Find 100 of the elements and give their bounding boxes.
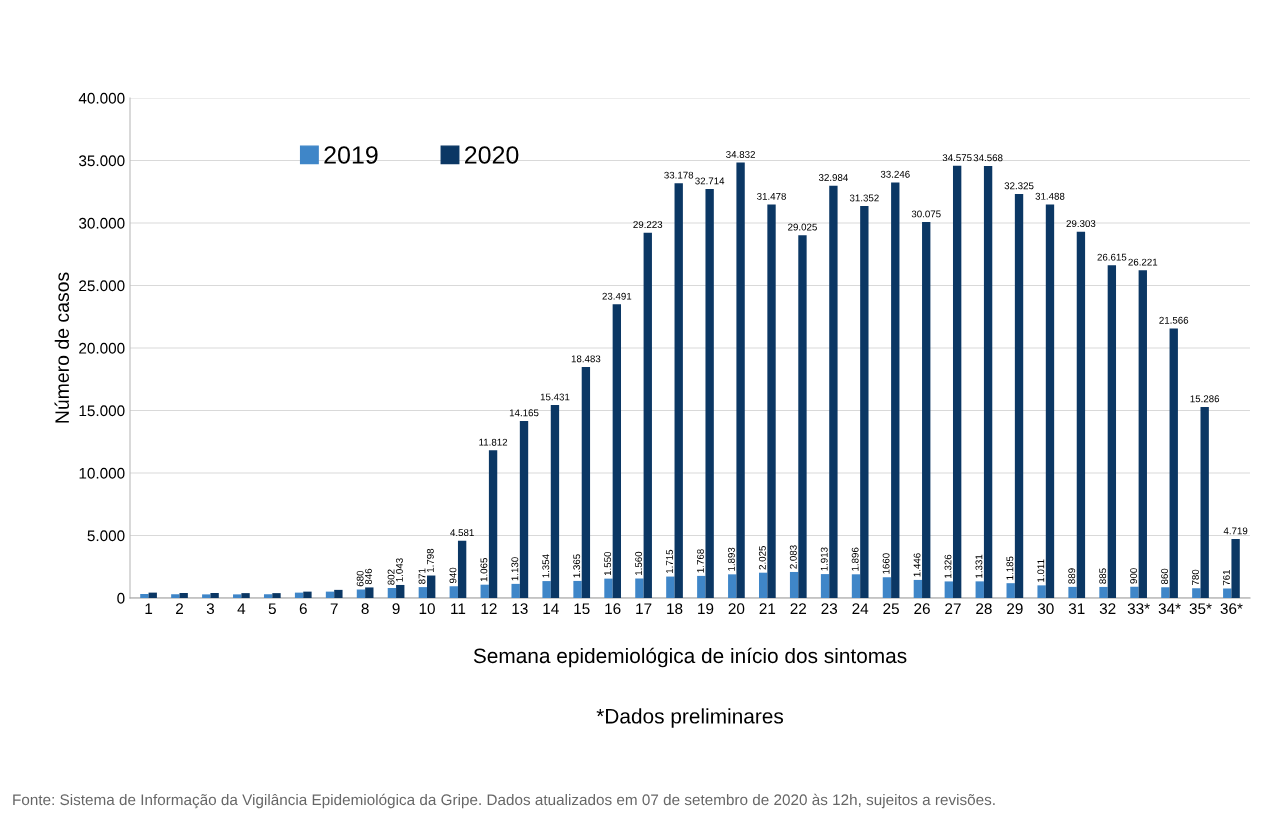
bar <box>789 571 799 598</box>
x-tick-label: 21 <box>759 603 776 614</box>
bar <box>1130 586 1139 598</box>
bar <box>210 593 219 598</box>
data-label: 26.615 <box>1097 253 1127 261</box>
bar <box>913 579 923 598</box>
bar <box>1099 586 1108 598</box>
y-tick-label: 10.000 <box>79 467 125 479</box>
data-label: 33.178 <box>664 171 694 179</box>
bar <box>829 185 838 598</box>
data-label: 34.575 <box>942 154 972 162</box>
bar <box>1223 588 1232 598</box>
text: *Dados preliminares <box>596 708 784 728</box>
bar <box>983 165 993 598</box>
x-tick-label: 7 <box>330 603 338 614</box>
bar <box>882 577 892 598</box>
data-label: 860 <box>1161 568 1168 585</box>
y-tick-label: 25.000 <box>79 280 125 292</box>
data-label: 33.246 <box>880 170 910 178</box>
y-tick-label: 0 <box>117 592 125 604</box>
x-tick-label: 35* <box>1189 603 1212 615</box>
data-label: 32.325 <box>1004 182 1034 190</box>
data-label: 4.719 <box>1223 527 1248 535</box>
data-label: 29.303 <box>1066 220 1096 228</box>
bar <box>728 574 737 598</box>
data-label: 889 <box>1068 568 1076 584</box>
data-label: 1.185 <box>1006 556 1014 580</box>
bar <box>891 182 900 598</box>
bar <box>1192 588 1201 598</box>
x-tick-label: 33* <box>1127 603 1150 615</box>
data-label: 1.065 <box>480 557 488 582</box>
bar <box>581 366 591 598</box>
bar <box>705 189 714 598</box>
y-tick-label: 20.000 <box>79 342 125 354</box>
x-tick-label: 19 <box>698 603 714 615</box>
x-tick-label: 28 <box>976 603 992 615</box>
x-tick-label: 9 <box>392 603 400 615</box>
data-label: 32.714 <box>695 177 725 185</box>
data-label: 1660 <box>882 553 890 574</box>
data-label: 21.566 <box>1159 316 1189 324</box>
data-label: 1.130 <box>511 557 519 581</box>
x-tick-label: 11 <box>451 603 466 614</box>
x-tick-label: 22 <box>790 603 807 614</box>
data-label: 2.083 <box>789 545 797 569</box>
x-axis-title: Semana epidemiológica de início dos sintomas <box>473 647 907 668</box>
x-tick-label: 8 <box>361 603 369 615</box>
bar <box>1169 328 1178 598</box>
data-label: 1.560 <box>635 551 643 575</box>
data-label: 1.043 <box>395 558 403 582</box>
data-label: 30.075 <box>911 210 941 218</box>
bar <box>356 589 366 598</box>
x-tick-label: 29 <box>1007 603 1023 615</box>
bar <box>272 593 281 598</box>
bar <box>1045 204 1055 598</box>
bar <box>697 575 706 598</box>
data-label: 2.025 <box>758 545 766 570</box>
bar <box>736 162 745 598</box>
data-label: 780 <box>1192 569 1199 585</box>
x-tick-label: 24 <box>852 603 869 614</box>
data-label: 1.550 <box>604 551 612 576</box>
bar <box>666 576 675 598</box>
y-tick-label: 5.000 <box>87 530 125 542</box>
x-tick-label: 36* <box>1220 603 1243 615</box>
source-note: Fonte: Sistema de Informação da Vigilância Epidemiológica da Gripe. Dados atualizados em 07 de setembro de 2020 às 12h, sujeitos a revisões. <box>13 793 995 809</box>
bar <box>1006 583 1015 598</box>
x-tick-label: 18 <box>667 603 683 615</box>
bar <box>334 589 343 598</box>
x-tick-label: 12 <box>481 603 497 614</box>
x-tick-label: 31 <box>1068 603 1085 615</box>
bar <box>396 584 405 598</box>
x-tick-label: 16 <box>605 603 621 615</box>
bar <box>427 575 436 598</box>
bar <box>860 206 869 598</box>
bar <box>635 578 644 598</box>
bar <box>387 587 397 598</box>
bar <box>952 165 962 598</box>
data-label: 871 <box>418 568 426 584</box>
legend-label: 2020 <box>465 146 519 164</box>
bar <box>1068 586 1077 598</box>
data-label: 900 <box>1130 568 1138 584</box>
data-label: 1.768 <box>697 549 704 573</box>
x-tick-label: 25 <box>883 603 899 615</box>
data-label: 15.286 <box>1190 395 1220 403</box>
data-label: 1.913 <box>820 547 828 571</box>
y-tick-label: 40.000 <box>78 92 125 104</box>
data-label: 761 <box>1222 569 1230 586</box>
bar <box>418 587 428 598</box>
data-label: 940 <box>449 567 457 584</box>
data-label: 31.488 <box>1035 192 1065 200</box>
bar <box>758 572 768 598</box>
bar <box>573 580 582 598</box>
bar <box>303 591 312 598</box>
bar <box>1231 539 1240 598</box>
data-label: 29.223 <box>633 221 663 229</box>
bar <box>1037 585 1046 598</box>
data-label: 34.568 <box>973 154 1003 162</box>
bar <box>1076 231 1086 598</box>
data-label: 802 <box>387 569 395 585</box>
x-tick-label: 2 <box>176 603 183 614</box>
data-label: 11.812 <box>479 438 508 446</box>
